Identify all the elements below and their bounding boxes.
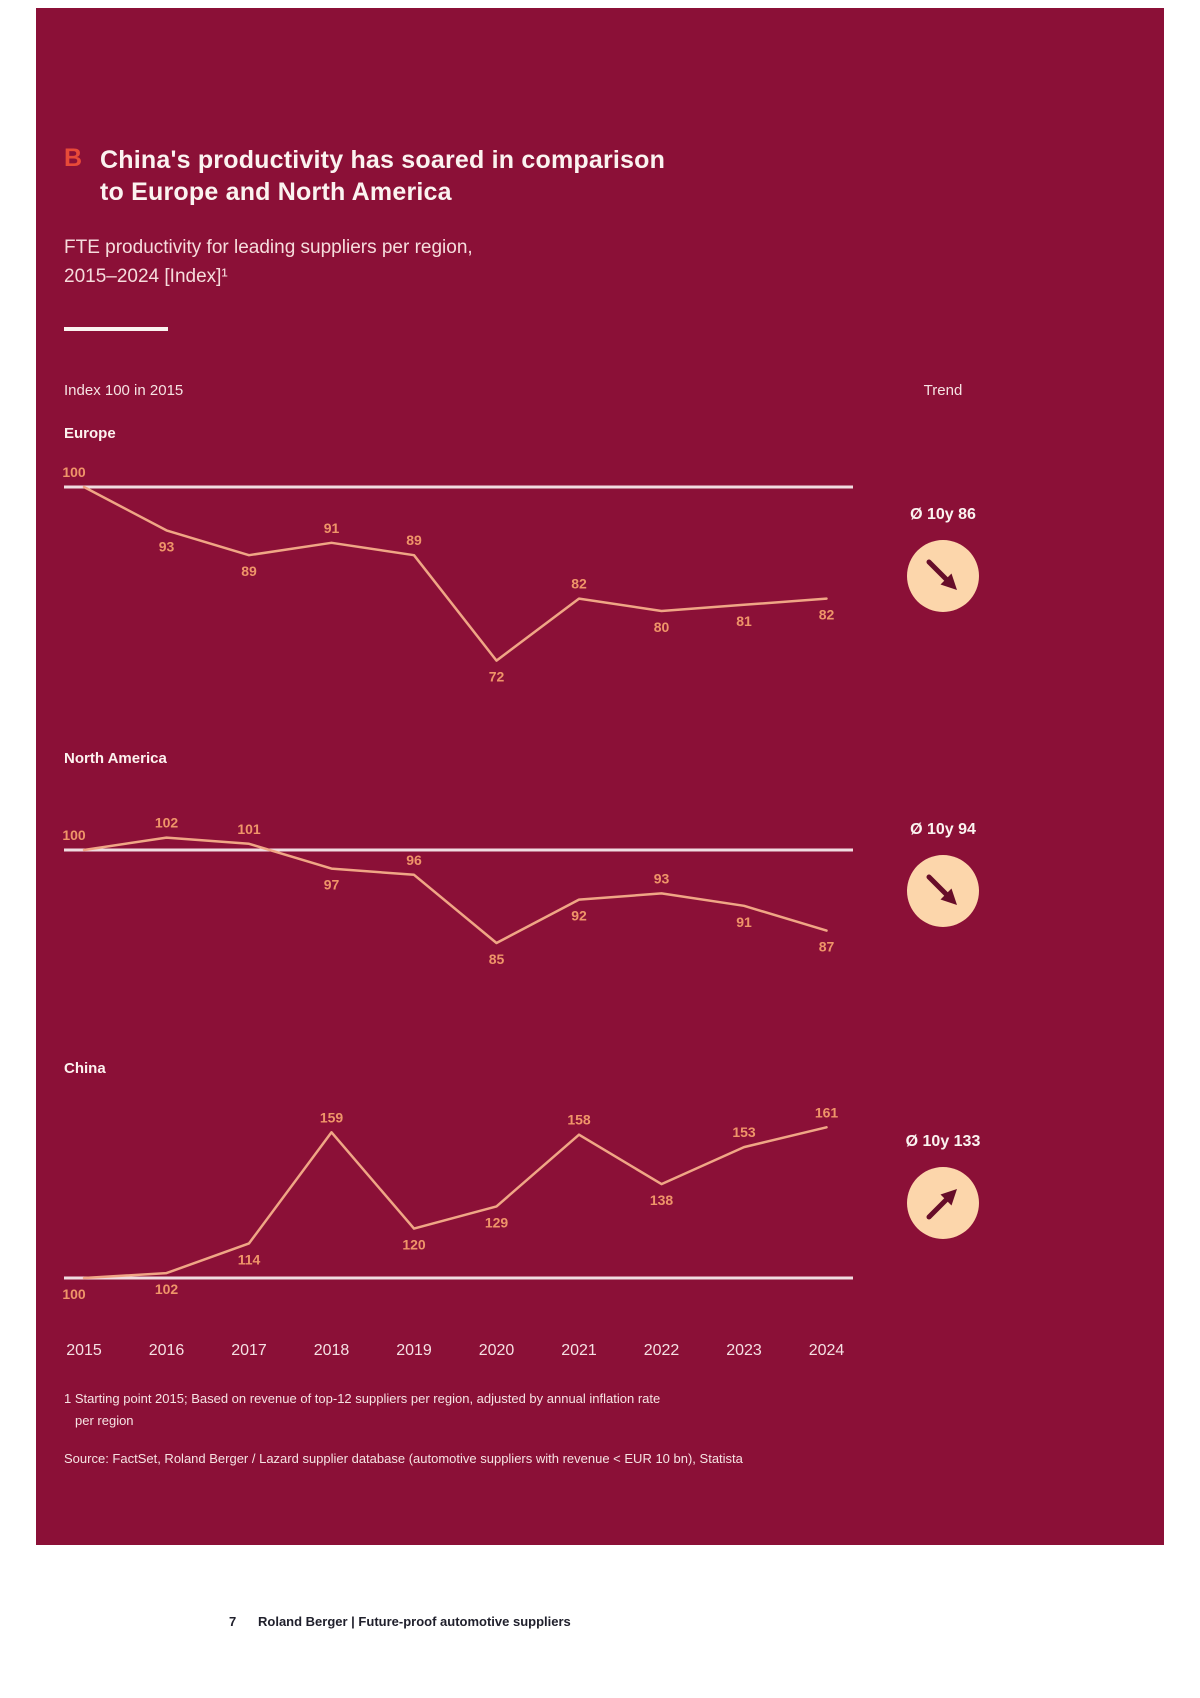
- footer-title: Roland Berger | Future-proof automotive …: [258, 1614, 571, 1629]
- year-label-2018: 2018: [313, 1342, 350, 1359]
- value-label: 80: [654, 619, 670, 635]
- china-trend-value: Ø 10y 133: [905, 1133, 981, 1150]
- value-label: 92: [571, 908, 587, 924]
- value-label: 114: [238, 1251, 261, 1267]
- value-label: 129: [485, 1214, 509, 1230]
- value-label: 138: [650, 1192, 674, 1208]
- chart-subtitle-line1: FTE productivity for leading suppliers p…: [64, 237, 473, 258]
- footnote-line2: per region: [75, 1413, 134, 1428]
- arrow-head: [940, 1189, 957, 1206]
- value-label: 89: [406, 532, 422, 548]
- value-label: 102: [155, 815, 179, 831]
- year-label-2020: 2020: [478, 1342, 515, 1359]
- trend-column-header: Trend: [923, 382, 963, 399]
- source-note: Source: FactSet, Roland Berger / Lazard …: [64, 1451, 743, 1466]
- value-label: 120: [402, 1237, 426, 1253]
- page-number: 7: [229, 1614, 237, 1629]
- value-label: 96: [406, 852, 422, 868]
- value-label: 161: [815, 1104, 839, 1120]
- page-title-line2: to Europe and North America: [100, 178, 452, 206]
- value-label: 82: [571, 576, 587, 592]
- trend-down-arrow-icon: [907, 855, 979, 927]
- value-label: 102: [155, 1281, 179, 1297]
- value-label: 101: [237, 821, 261, 837]
- arrow-shaft: [926, 559, 951, 584]
- north-america-trend-value: Ø 10y 94: [910, 821, 976, 838]
- arrow-shaft: [926, 874, 951, 899]
- arrow-shaft: [926, 1195, 951, 1220]
- year-label-2021: 2021: [561, 1342, 597, 1359]
- value-label: 81: [736, 613, 752, 629]
- value-label: 153: [732, 1124, 756, 1140]
- trend-up-arrow-icon: [907, 1167, 979, 1239]
- region-title-europe: Europe: [64, 425, 116, 442]
- value-label: 87: [819, 939, 835, 955]
- page-title: China's productivity has soared in compa…: [100, 144, 665, 208]
- index-base-note: Index 100 in 2015: [64, 382, 184, 399]
- china-line-chart: 100 102 114 159 120 129 158 138 153 161: [62, 1104, 853, 1302]
- section-marker: B: [64, 144, 83, 172]
- value-label: 89: [241, 563, 257, 579]
- value-label: 97: [324, 877, 340, 893]
- report-canvas: [36, 8, 1164, 1545]
- europe-trend-value: Ø 10y 86: [910, 506, 976, 523]
- year-label-2023: 2023: [726, 1342, 762, 1359]
- year-label-2015: 2015: [66, 1342, 102, 1359]
- value-label: 100: [62, 464, 86, 480]
- value-label: 91: [736, 914, 752, 930]
- value-label: 72: [489, 669, 505, 685]
- value-label: 85: [489, 951, 505, 967]
- trend-down-arrow-icon: [907, 540, 979, 612]
- footnote-line1: 1 Starting point 2015; Based on revenue …: [64, 1391, 661, 1406]
- page-title-line1: China's productivity has soared in compa…: [100, 146, 666, 174]
- north-america-line-chart: 100 102 101 97 96 85 92 93 91 87: [62, 815, 853, 967]
- region-title-china: China: [64, 1060, 106, 1077]
- china-data-line: [82, 1126, 828, 1280]
- europe-data-line: [82, 485, 828, 662]
- value-label: 159: [320, 1109, 344, 1125]
- arrow-head: [940, 573, 957, 590]
- value-label: 82: [819, 607, 835, 623]
- value-label: 93: [159, 538, 175, 554]
- chart-subtitle: FTE productivity for leading suppliers p…: [64, 233, 473, 291]
- value-label: 93: [654, 870, 670, 886]
- year-label-2016: 2016: [148, 1342, 185, 1359]
- arrow-head: [940, 888, 957, 905]
- chart-subtitle-line2: 2015–2024 [Index]¹: [64, 266, 228, 287]
- year-label-2019: 2019: [396, 1342, 432, 1359]
- region-title-north-america: North America: [64, 750, 167, 767]
- value-label: 100: [62, 1286, 86, 1302]
- north-america-data-line: [82, 836, 828, 945]
- year-label-2017: 2017: [231, 1342, 267, 1359]
- europe-line-chart: 100 93 89 91 89 72 82 80 81 82: [62, 464, 853, 685]
- year-label-2022: 2022: [643, 1342, 680, 1359]
- value-label: 91: [324, 520, 340, 536]
- value-label: 158: [567, 1112, 591, 1128]
- year-label-2024: 2024: [808, 1342, 845, 1359]
- value-label: 100: [62, 827, 86, 843]
- title-underline: [64, 327, 168, 331]
